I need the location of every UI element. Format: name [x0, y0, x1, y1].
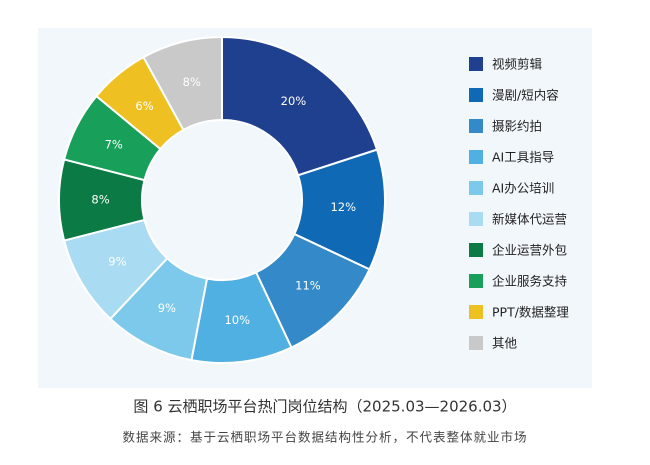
donut-slice [142, 35, 223, 132]
legend-label: 新媒体代运营 [492, 212, 567, 227]
data-label: 8% [183, 75, 201, 89]
data-label: 9% [158, 301, 176, 315]
legend-label: 企业服务支持 [492, 274, 567, 289]
legend-label: 漫剧/短内容 [492, 88, 559, 103]
data-label: 7% [105, 137, 123, 151]
legend-label: AI办公培训 [492, 181, 554, 196]
legend-swatch [469, 57, 483, 71]
data-label: 8% [91, 193, 109, 207]
legend-label: 摄影约拍 [492, 119, 542, 134]
legend-label: 视频剪辑 [492, 57, 542, 72]
legend-label: PPT/数据整理 [492, 305, 569, 320]
data-label: 20% [281, 94, 307, 108]
legend-swatch [469, 212, 483, 226]
legend-swatch [469, 274, 483, 288]
chart-title: 图 6 云栖职场平台热门岗位结构（2025.03—2026.03） [133, 398, 516, 416]
legend-swatch [469, 181, 483, 195]
legend-swatch [469, 305, 483, 319]
data-label: 10% [224, 313, 250, 327]
legend-label: 企业运营外包 [492, 243, 567, 258]
data-label: 12% [330, 200, 356, 214]
data-label: 9% [108, 254, 126, 268]
legend-swatch [469, 336, 483, 350]
legend-label: AI工具指导 [492, 150, 554, 165]
source-note: 数据来源：基于云栖职场平台数据结构性分析，不代表整体就业市场 [122, 430, 527, 445]
legend-swatch [469, 88, 483, 102]
donut-slice [221, 35, 379, 177]
legend-swatch [469, 150, 483, 164]
legend-swatch [469, 243, 483, 257]
legend-swatch [469, 119, 483, 133]
legend-label: 其他 [492, 336, 518, 351]
data-label: 6% [135, 99, 153, 113]
data-label: 11% [295, 278, 321, 292]
